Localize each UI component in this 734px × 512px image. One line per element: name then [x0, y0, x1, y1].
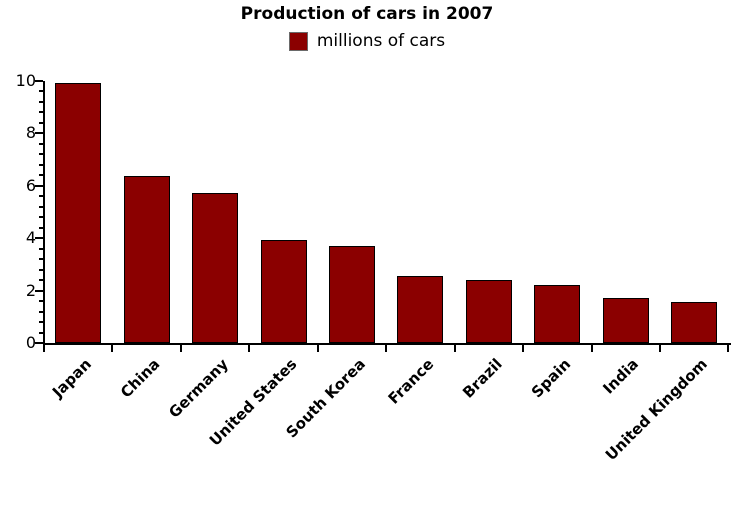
y-minor-tick: [39, 195, 43, 198]
legend-swatch: [288, 31, 308, 51]
legend-label: millions of cars: [316, 31, 446, 51]
y-minor-tick: [39, 163, 43, 166]
x-tick: [179, 345, 182, 352]
y-tick-label: 0: [25, 333, 36, 352]
y-minor-tick: [39, 268, 43, 271]
x-axis-line: [43, 343, 732, 345]
x-tick: [522, 345, 525, 352]
y-major-tick: [35, 80, 43, 82]
y-minor-tick: [39, 258, 43, 261]
x-tick: [248, 345, 251, 352]
x-tick: [727, 345, 730, 352]
y-minor-tick: [39, 205, 43, 208]
bar-brazil: [465, 280, 512, 343]
y-minor-tick: [39, 153, 43, 156]
bar-india: [602, 298, 649, 343]
y-axis-line: [43, 81, 45, 345]
x-label-japan: Japan: [48, 355, 95, 402]
x-tick: [590, 345, 593, 352]
x-tick: [385, 345, 388, 352]
y-minor-tick: [39, 310, 43, 313]
x-tick: [111, 345, 114, 352]
x-label-france: France: [384, 355, 438, 408]
chart-title: Production of cars in 2007: [240, 4, 494, 24]
y-minor-tick: [39, 121, 43, 124]
bar-united-kingdom: [671, 302, 718, 343]
y-major-tick: [35, 184, 43, 187]
y-minor-tick: [39, 216, 43, 219]
y-minor-tick: [39, 247, 43, 250]
y-major-tick: [35, 289, 43, 292]
y-minor-tick: [39, 300, 43, 303]
bar-japan: [55, 82, 102, 343]
y-tick-label: 8: [25, 123, 36, 143]
y-tick-label: 10: [15, 71, 36, 90]
legend: millions of cars: [0, 31, 734, 51]
y-minor-tick: [39, 142, 43, 145]
x-tick: [658, 345, 661, 352]
x-tick: [453, 345, 456, 352]
bar-germany: [192, 193, 239, 343]
x-label-germany: Germany: [165, 355, 232, 422]
y-tick-label: 4: [25, 228, 36, 248]
bar-china: [123, 175, 170, 343]
bar-south-korea: [328, 245, 375, 343]
bar-france: [397, 276, 444, 343]
y-minor-tick: [39, 331, 43, 334]
x-tick: [316, 345, 319, 352]
y-minor-tick: [39, 226, 43, 229]
x-label-china: China: [116, 355, 164, 402]
y-major-tick: [35, 132, 43, 135]
y-major-tick: [35, 237, 43, 240]
y-minor-tick: [39, 111, 43, 114]
bar-spain: [534, 285, 581, 343]
y-tick-label: 2: [25, 280, 36, 300]
y-minor-tick: [39, 100, 43, 103]
y-major-tick: [35, 342, 43, 344]
x-label-brazil: Brazil: [458, 355, 506, 402]
y-tick-label: 6: [25, 175, 36, 195]
y-minor-tick: [39, 90, 43, 93]
bar-united-states: [260, 240, 307, 343]
x-label-spain: Spain: [527, 355, 575, 402]
y-minor-tick: [39, 174, 43, 177]
x-tick: [43, 345, 45, 352]
y-minor-tick: [39, 279, 43, 282]
x-label-india: India: [599, 355, 643, 398]
y-minor-tick: [39, 321, 43, 324]
